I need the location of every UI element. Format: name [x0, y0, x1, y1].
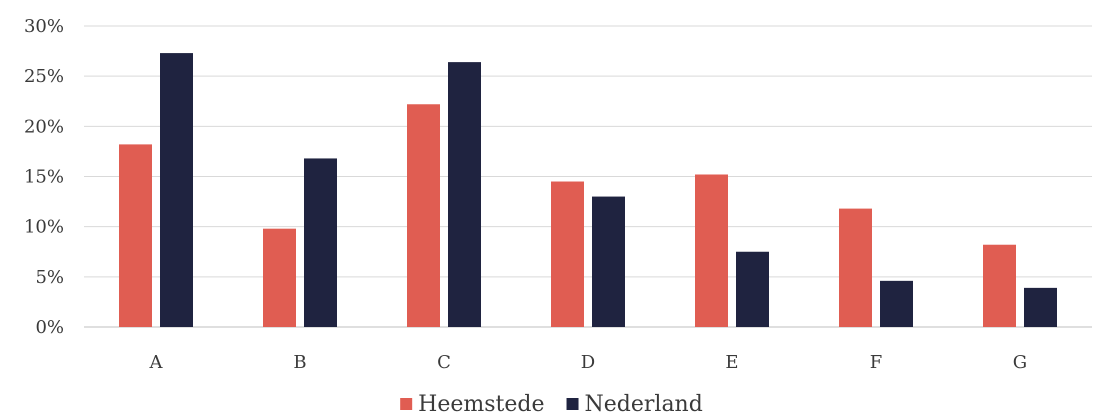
- gridlines: [84, 25, 1092, 328]
- x-tick-label: E: [725, 352, 738, 373]
- legend-swatch-nederland: [566, 398, 579, 410]
- bar-nederland-d: [592, 196, 625, 327]
- x-tick-label: A: [149, 352, 164, 373]
- y-tick-label: 25%: [24, 66, 64, 87]
- x-tick-label: D: [581, 352, 595, 373]
- bar-heemstede-c: [407, 104, 440, 327]
- x-tick-label: F: [870, 352, 883, 373]
- bar-nederland-g: [1024, 287, 1057, 327]
- bar-heemstede-a: [119, 144, 152, 327]
- y-tick-label: 30%: [24, 16, 64, 37]
- y-tick-label: 10%: [24, 217, 64, 238]
- x-axis-tick-labels: A B C D E F G: [149, 352, 1028, 373]
- y-tick-label: 0%: [35, 317, 64, 338]
- bar-heemstede-b: [263, 228, 296, 327]
- y-tick-label: 15%: [24, 167, 64, 188]
- x-tick-label: G: [1013, 352, 1027, 373]
- legend-label-heemstede: Heemstede: [418, 392, 544, 417]
- bar-heemstede-g: [983, 244, 1016, 327]
- bar-heemstede-d: [551, 181, 584, 327]
- x-tick-label: C: [437, 352, 451, 373]
- bar-nederland-e: [736, 251, 769, 327]
- bar-nederland-b: [304, 158, 337, 327]
- bar-nederland-f: [880, 280, 913, 327]
- legend-label-nederland: Nederland: [585, 392, 703, 417]
- y-tick-label: 5%: [35, 267, 64, 288]
- y-tick-label: 20%: [24, 116, 64, 137]
- bar-heemstede-e: [695, 174, 728, 327]
- x-tick-label: B: [293, 352, 306, 373]
- y-axis-tick-labels: 0% 5% 10% 15% 20% 25% 30%: [24, 16, 64, 338]
- legend-swatch-heemstede: [400, 398, 413, 410]
- bar-heemstede-f: [839, 208, 872, 327]
- bar-nederland-a: [160, 53, 193, 328]
- bars: [119, 53, 1057, 328]
- bar-nederland-c: [448, 62, 481, 328]
- legend: Heemstede Nederland: [400, 392, 703, 417]
